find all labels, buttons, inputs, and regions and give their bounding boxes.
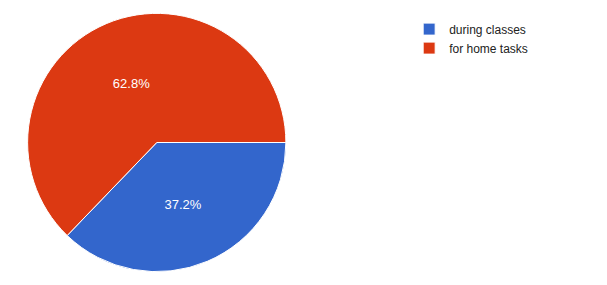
svg-text:37.2%: 37.2% — [164, 197, 201, 212]
svg-text:during classes: during classes — [449, 23, 526, 37]
svg-text:for home tasks: for home tasks — [449, 42, 528, 56]
svg-text:62.8%: 62.8% — [113, 76, 150, 91]
